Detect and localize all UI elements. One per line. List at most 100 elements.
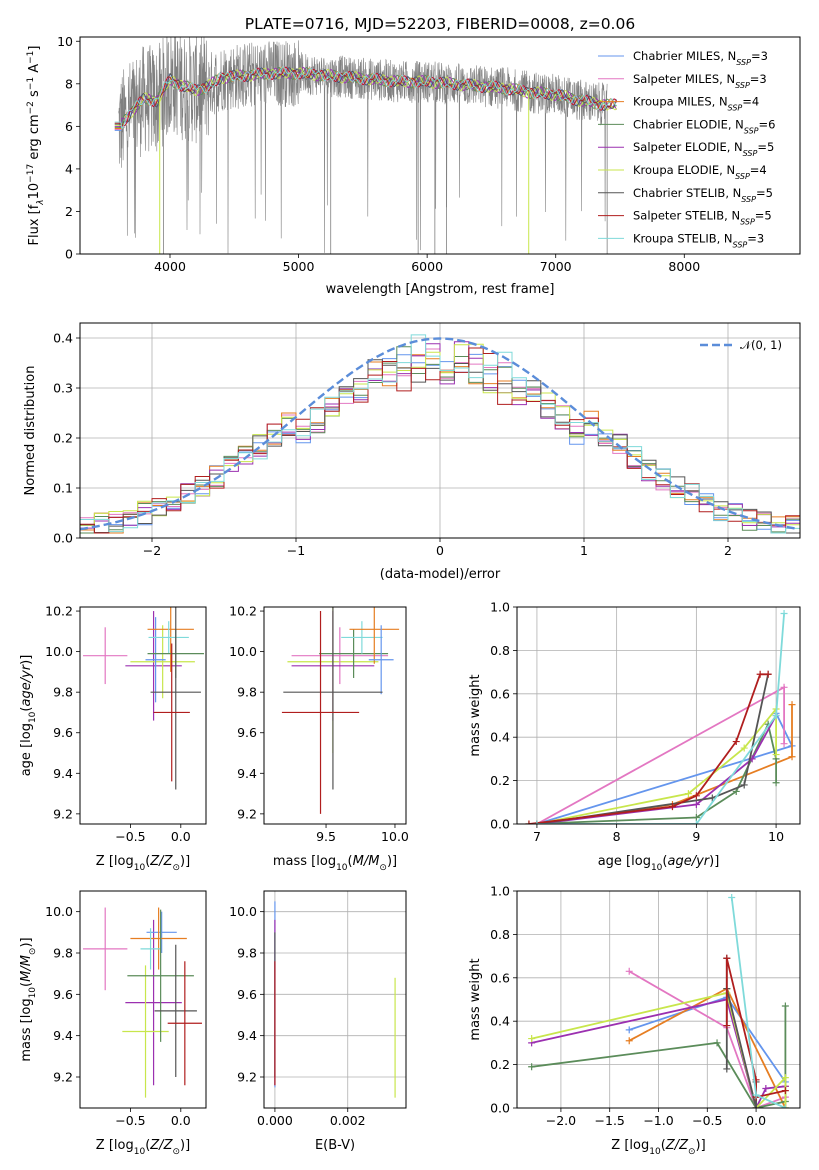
x-tick-label: 2 <box>724 543 732 558</box>
legend-label: Kroupa ELODIE, NSSP=4 <box>633 163 767 181</box>
weight-series-marker <box>668 803 676 811</box>
errorbar-point <box>83 907 128 991</box>
y-tick-label: 10.2 <box>229 604 257 619</box>
weight-Z-y-label: mass weight <box>468 958 483 1040</box>
legend-label: Kroupa MILES, NSSP=4 <box>633 95 759 113</box>
y-tick-label: 9.8 <box>53 685 73 700</box>
model-spectrum <box>114 67 618 127</box>
spectrum-title: PLATE=0716, MJD=52203, FIBERID=0008, z=0… <box>245 15 635 33</box>
model-spectrum <box>114 66 618 130</box>
y-tick-label: 0.8 <box>490 643 510 658</box>
y-tick-label: 9.2 <box>237 806 257 821</box>
errorbar-point <box>349 607 400 664</box>
x-tick-label: 0.000 <box>257 1113 293 1128</box>
weight-series-marker <box>781 1104 789 1108</box>
weight-series-marker <box>781 1074 789 1082</box>
mass-vs-Z-plot-area <box>83 907 202 1098</box>
legend-label: Kroupa STELIB, NSSP=3 <box>633 231 764 249</box>
weight-series-marker <box>772 779 780 787</box>
weight-series-line <box>628 970 786 1108</box>
ebv-x-label: E(B-V) <box>315 1138 355 1153</box>
weight-series-marker <box>780 610 788 618</box>
x-tick-label: 0 <box>436 543 444 558</box>
weight-series-marker <box>533 820 541 824</box>
y-tick-label: 0 <box>65 247 73 262</box>
age-vs-mass-frame <box>263 606 407 825</box>
y-tick-label: 6 <box>65 119 73 134</box>
x-tick-label: −2.0 <box>546 1113 576 1128</box>
legend-label: Salpeter MILES, NSSP=3 <box>633 72 767 90</box>
gaussian-curve <box>80 337 798 531</box>
errorbar-point <box>130 907 187 970</box>
errorbar-point <box>154 944 197 1077</box>
y-tick-label: 9.2 <box>53 1070 73 1085</box>
y-tick-label: 0.0 <box>490 817 510 832</box>
mass-vs-Z-axes: −0.5 0.0 9.2 9.4 9.6 9.8 10.0 <box>45 904 191 1128</box>
weight-series-marker <box>740 744 748 752</box>
weight-age-y-label: mass weight <box>468 674 483 756</box>
spectrum-x-label: wavelength [Angstrom, rest frame] <box>326 282 555 297</box>
weight-series-marker <box>625 967 633 975</box>
x-tick-label: 0.0 <box>746 1113 766 1128</box>
y-tick-label: 9.6 <box>53 987 73 1002</box>
weight-series-marker <box>528 1063 536 1071</box>
weight-vs-Z-frame <box>516 890 801 1109</box>
x-tick-label: 10 <box>768 829 784 844</box>
x-tick-label: −2 <box>143 543 161 558</box>
errorbar-point <box>83 627 128 685</box>
weight-series-marker <box>528 1035 536 1043</box>
age-vs-Z-plot-area <box>83 607 204 790</box>
weight-vs-Z-axes: −2.0 −1.5 −1.0 −0.5 0.0 0.0 0.2 0.4 0.6 0.8 1.0 <box>490 884 800 1128</box>
age-Z-y-label: age [log10(age/yr)] <box>19 655 38 777</box>
x-tick-label: 0.002 <box>330 1113 366 1128</box>
y-tick-label: 1.0 <box>490 600 510 615</box>
y-tick-label: 10.0 <box>229 644 257 659</box>
weight-series-line <box>531 1006 787 1108</box>
errorbar-point <box>146 911 177 953</box>
x-tick-label: 5000 <box>283 259 315 274</box>
errorbar-point <box>319 629 389 678</box>
model-spectrum <box>114 66 617 128</box>
x-tick-label: 1 <box>580 543 588 558</box>
weight-series-marker <box>525 820 533 824</box>
weight-series-marker <box>788 701 796 709</box>
y-tick-label: 0.6 <box>490 686 510 701</box>
mass-vs-ebv-axes: 0.000 0.002 9.2 9.4 9.6 9.8 10.0 <box>229 891 406 1128</box>
x-tick-label: 7000 <box>540 259 572 274</box>
legend-label: Chabrier MILES, NSSP=3 <box>633 49 768 67</box>
y-tick-label: 9.2 <box>237 1070 257 1085</box>
weight-series-marker <box>780 740 788 748</box>
weight-series-line <box>536 674 769 824</box>
y-tick-label: 9.4 <box>53 1028 73 1043</box>
age-vs-mass-axes: 9.5 10.0 9.2 9.4 9.6 9.8 10.0 10.2 <box>229 604 409 844</box>
weight-series-marker <box>752 1104 760 1108</box>
model-spectrum <box>114 66 617 130</box>
age-vs-Z-frame <box>79 606 207 825</box>
spectrum-frame <box>79 36 801 255</box>
weight-series-line <box>536 704 793 824</box>
weight-series-line <box>730 897 786 1108</box>
y-tick-label: 0.0 <box>53 531 73 546</box>
errorbar-point <box>145 617 166 703</box>
residuals-frame <box>79 322 801 539</box>
spectrum-y-label: Flux [fλ10−17 erg cm−2 s−1 A−1] <box>26 46 46 246</box>
y-tick-label: 9.4 <box>53 766 73 781</box>
weight-series-marker <box>723 1022 731 1030</box>
y-tick-label: 0.2 <box>53 431 73 446</box>
weight-series-marker <box>764 670 772 678</box>
errorbar-point <box>150 607 201 790</box>
spectrum-plot-area <box>114 37 618 254</box>
legend-label: Chabrier STELIB, NSSP=5 <box>633 186 773 204</box>
y-tick-label: 9.2 <box>53 806 73 821</box>
weight-series-marker <box>728 894 736 902</box>
gaussian-legend-label: 𝒩(0, 1) <box>740 338 782 352</box>
weight-series-marker <box>692 800 700 808</box>
errorbar-point <box>147 607 194 672</box>
y-tick-label: 10.0 <box>229 904 257 919</box>
spectrum-axes: 4000 5000 6000 7000 8000 0 2 4 6 8 10 <box>57 34 700 274</box>
errorbar-point <box>167 961 202 1086</box>
legend-label: Salpeter ELODIE, NSSP=5 <box>633 140 774 158</box>
errorbar-point <box>125 919 182 1086</box>
y-tick-label: 9.8 <box>237 946 257 961</box>
